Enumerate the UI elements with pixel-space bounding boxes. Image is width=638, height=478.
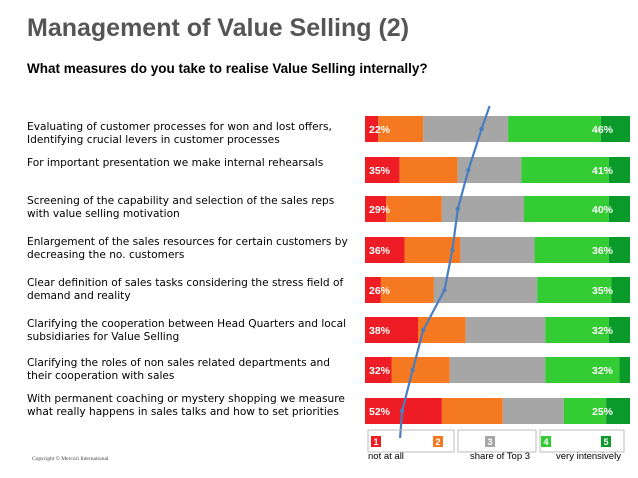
- share-of-top3-point: [421, 327, 426, 333]
- bar-segment: [365, 116, 379, 142]
- bar-segment: [449, 357, 546, 383]
- bar-segment: [365, 157, 400, 183]
- page-title: Management of Value Selling (2): [27, 14, 410, 42]
- bar-segment: [418, 317, 466, 343]
- legend-label: 1: [373, 437, 378, 447]
- question-label: Clarifying the cooperation between Head …: [27, 318, 347, 343]
- share-of-top3-point: [410, 367, 415, 373]
- bar-segment: [619, 357, 630, 383]
- bar-segment: [521, 157, 609, 183]
- bar-segment: [545, 317, 609, 343]
- bar-segment: [524, 196, 609, 222]
- share-of-top3-point: [399, 408, 405, 414]
- bar-segment: [378, 116, 424, 142]
- bar-segment: [441, 196, 524, 222]
- bar-segment: [441, 398, 503, 424]
- bar-segment: [380, 277, 434, 303]
- bar-segment: [534, 237, 609, 263]
- legend-label: 5: [603, 437, 608, 447]
- data-label-high: 41%: [592, 165, 614, 177]
- data-label-low: 32%: [369, 365, 391, 377]
- legend-swatch: [433, 436, 443, 447]
- bar-segment: [433, 277, 538, 303]
- bar-segment: [391, 357, 450, 383]
- data-label-high: 32%: [592, 325, 614, 337]
- data-label-low: 38%: [369, 325, 391, 337]
- data-label-low: 52%: [369, 406, 391, 418]
- share-of-top3-point: [466, 167, 471, 173]
- bar-segment: [465, 317, 546, 343]
- bar-segment: [563, 398, 607, 424]
- data-label-high: 32%: [592, 365, 614, 377]
- bar-segment: [545, 357, 620, 383]
- share-of-top3-point: [450, 247, 455, 253]
- question-label: Evaluating of customer processes for won…: [27, 121, 332, 146]
- question-label: Clear definition of sales tasks consider…: [27, 277, 344, 302]
- bar-segment: [537, 277, 612, 303]
- question-label: With permanent coaching or mystery shopp…: [27, 393, 345, 418]
- bar-segment: [611, 277, 630, 303]
- data-label-high: 25%: [592, 406, 614, 418]
- bar-segment: [508, 116, 601, 142]
- question-label: For important presentation we make inter…: [27, 157, 324, 169]
- data-label-low: 36%: [369, 245, 391, 257]
- bar-segment: [365, 237, 405, 263]
- data-label-low: 35%: [369, 165, 391, 177]
- bar-segment: [600, 116, 630, 142]
- copyright-text: Copyright © Mercuri International: [32, 456, 109, 462]
- data-label-high: 35%: [592, 285, 614, 297]
- data-label-low: 22%: [369, 124, 391, 136]
- share-of-top3-point: [479, 126, 484, 132]
- legend-label: 3: [487, 437, 492, 447]
- bar-segment: [365, 277, 381, 303]
- bar-segment: [365, 317, 418, 343]
- legend-label: 2: [435, 437, 440, 447]
- question-label: Clarifying the roles of non sales relate…: [27, 357, 330, 382]
- page-subtitle: What measures do you take to realise Val…: [27, 61, 428, 76]
- scale-label-high: very intensively: [556, 451, 621, 462]
- bar-segment: [460, 237, 535, 263]
- bar-segment: [608, 317, 630, 343]
- data-label-low: 26%: [369, 285, 391, 297]
- scale-label-top3: share of Top 3: [470, 451, 531, 462]
- legend-frame-low: [367, 429, 455, 453]
- legend-label: 4: [543, 437, 548, 447]
- bar-segment: [608, 196, 630, 222]
- data-label-high: 46%: [592, 124, 614, 136]
- question-label: Screening of the capability and selectio…: [27, 195, 335, 220]
- bar-segment: [365, 357, 392, 383]
- share-of-top3-point: [442, 287, 447, 293]
- share-of-top3-point: [455, 206, 460, 212]
- data-label-low: 29%: [369, 204, 391, 216]
- scale-label-low: not at all: [368, 451, 404, 462]
- legend-frame-mid: [457, 429, 537, 453]
- bar-segment: [502, 398, 564, 424]
- bar-segment: [608, 237, 630, 263]
- bar-segment: [608, 157, 630, 183]
- bar-segment: [423, 116, 509, 142]
- share-of-top3-line: [399, 105, 491, 439]
- question-label: Enlargement of the sales resources for c…: [27, 236, 348, 261]
- bar-segment: [399, 157, 458, 183]
- legend-swatch: [601, 436, 611, 447]
- bar-segment: [606, 398, 630, 424]
- legend-swatch: [371, 436, 381, 447]
- legend-swatch: [485, 436, 495, 447]
- data-label-high: 36%: [592, 245, 614, 257]
- legend-frame-high: [539, 429, 625, 453]
- data-label-high: 40%: [592, 204, 614, 216]
- bar-segment: [365, 196, 387, 222]
- bar-segment: [386, 196, 442, 222]
- legend-swatch: [541, 436, 551, 447]
